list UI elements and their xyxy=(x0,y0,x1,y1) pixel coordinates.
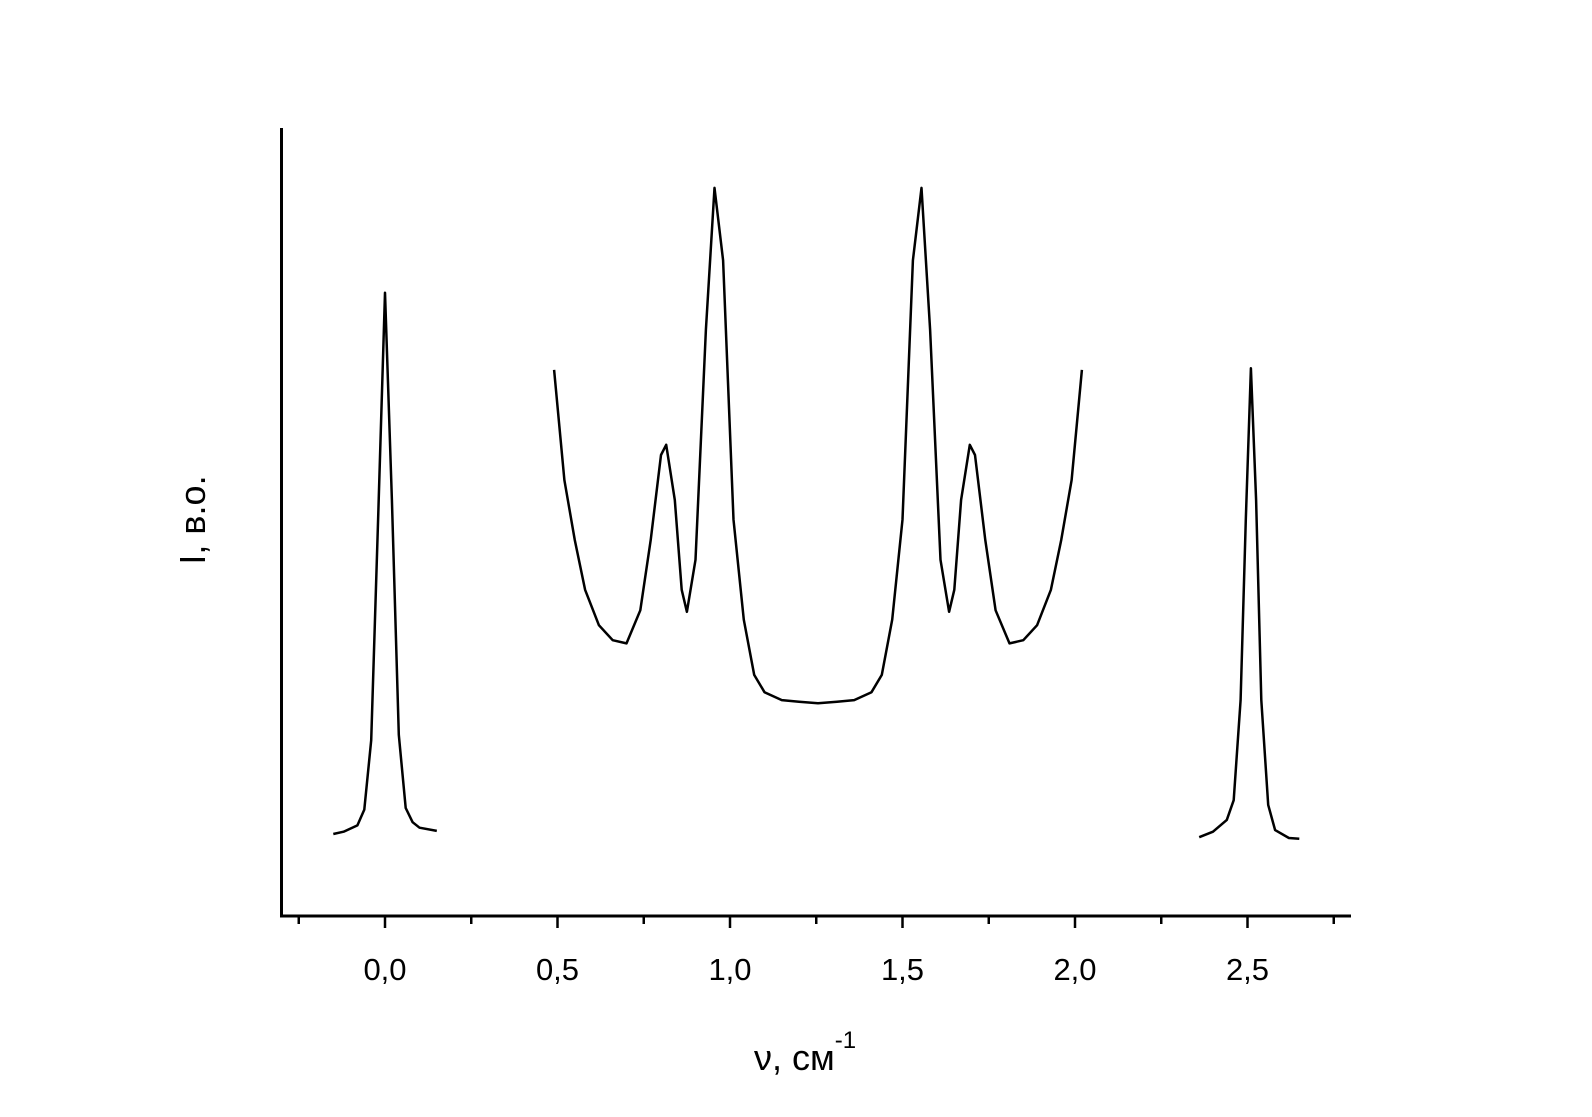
x-axis-label-superscript: -1 xyxy=(835,1027,856,1054)
x-tick-label: 2,5 xyxy=(1226,952,1269,987)
y-axis-label: I, в.о. xyxy=(172,475,213,564)
spectrum-line xyxy=(333,186,1300,841)
x-tick-label: 2,0 xyxy=(1053,952,1096,987)
x-tick-label: 0,0 xyxy=(363,952,406,987)
x-tick-label: 0,5 xyxy=(536,952,579,987)
x-axis-label: ν, см-1 xyxy=(754,1027,856,1078)
x-tick-label: 1,0 xyxy=(708,952,751,987)
x-axis-label-text: ν, см xyxy=(754,1037,835,1078)
x-tick-label: 1,5 xyxy=(881,952,924,987)
